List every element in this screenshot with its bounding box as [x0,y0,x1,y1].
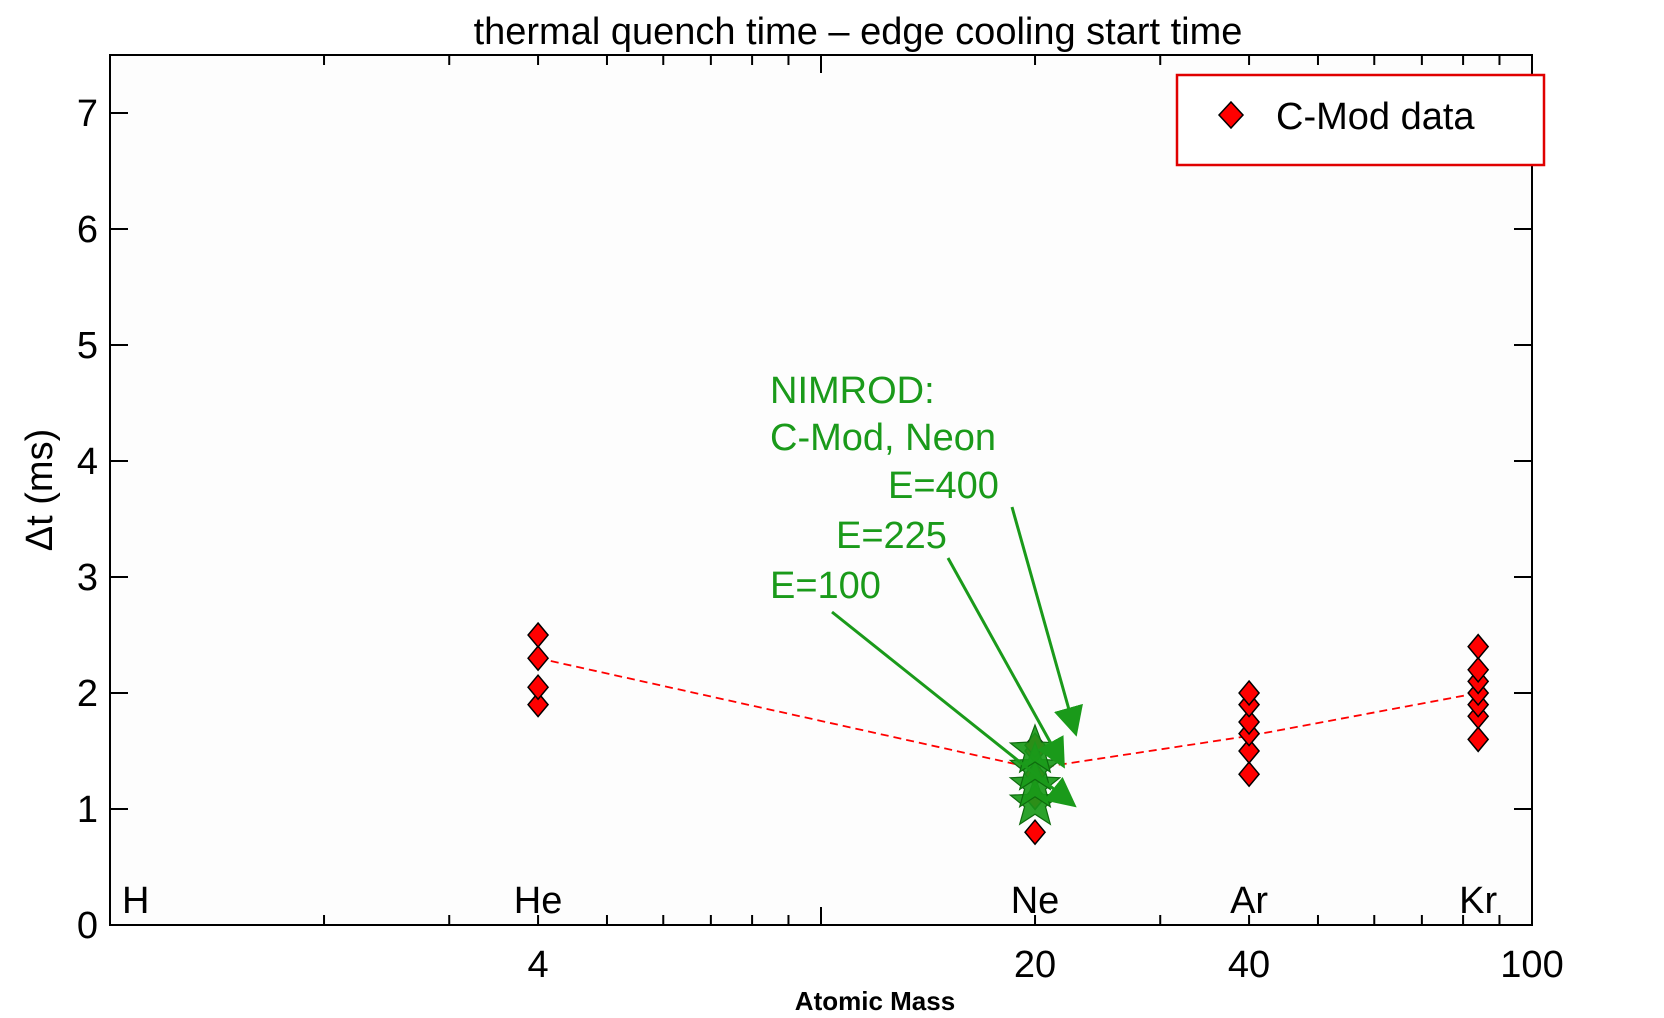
y-tick-label: 4 [77,441,98,483]
trend-line-path [537,657,1479,770]
element-label: Ne [1011,880,1060,922]
element-label: H [122,880,149,922]
x-tick-label: 40 [1228,944,1270,986]
annotation-arrows [831,506,1083,808]
data-point [527,645,550,672]
y-axis-label: Δt (ms) [19,429,61,551]
x-axis-label: Atomic Mass [795,986,955,1016]
data-point [1238,708,1261,736]
data-point [527,621,550,649]
y-tick-label: 0 [77,905,98,947]
trend-line [537,657,1479,770]
x-tick-label: 20 [1014,944,1056,986]
annotation-e225: E=225 [836,515,947,557]
nimrod-annotation: NIMROD: C-Mod, Neon E=400 E=225 E=100 [770,370,1083,808]
annotation-e400: E=400 [888,465,999,507]
data-point [527,674,550,701]
annotation-e100: E=100 [770,565,881,607]
y-tick-label: 2 [77,673,98,715]
chart-title: thermal quench time – edge cooling start… [474,11,1243,53]
data-point [1467,633,1490,660]
y-tick-label: 3 [77,557,98,599]
annotation-arrow [831,610,1077,808]
legend-label: C-Mod data [1276,96,1475,138]
element-label: Kr [1459,880,1497,922]
data-point [1238,761,1261,788]
element-label: Ar [1230,880,1268,922]
annotation-arrow [1010,506,1083,737]
data-point [1238,679,1261,707]
y-tick-label: 1 [77,789,98,831]
legend: C-Mod data [1175,73,1546,167]
data-point [1024,819,1047,846]
data-point [1467,726,1490,753]
x-tick-label: 4 [527,944,548,986]
x-tick-label: 100 [1500,944,1563,986]
legend-diamond-marker [1217,100,1245,130]
y-tick-label: 5 [77,325,98,367]
data-point [527,691,550,718]
annotation-arrow [946,557,1065,769]
annotation-header-line: C-Mod, Neon [770,417,996,459]
y-axis-ticks: 0 1 2 3 4 5 6 7 [77,93,1532,947]
y-tick-label: 6 [77,209,98,251]
data-point [1238,737,1261,765]
plot-area [109,54,1533,926]
x-axis-ticks: 4 20 40 100 [109,55,1564,986]
element-labels: H He Ne Ar Kr [122,880,1498,922]
y-tick-label: 7 [77,93,98,135]
data-point [1467,656,1490,683]
element-label: He [514,880,563,922]
annotation-header-line: NIMROD: [770,370,935,412]
